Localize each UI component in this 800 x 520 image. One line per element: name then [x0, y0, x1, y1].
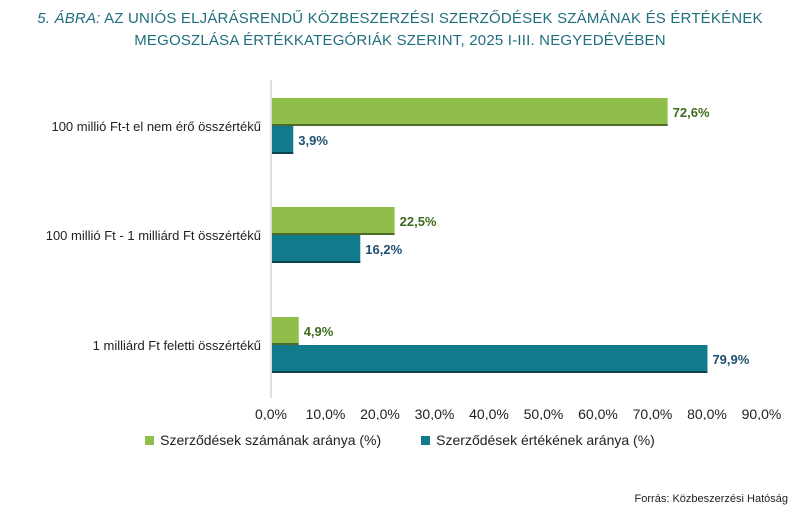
legend-label-count: Szerződések számának aránya (%): [160, 432, 382, 448]
chart-title: 5. ÁBRA: AZ UNIÓS ELJÁRÁSRENDŰ KÖZBESZER…: [0, 8, 800, 52]
legend-swatch-count: [145, 435, 155, 445]
title-line-1: AZ UNIÓS ELJÁRÁSRENDŰ KÖZBESZERZÉSI SZER…: [104, 10, 763, 27]
bar-chart: 0,0% 10,0% 20,0% 30,0% 40,0% 50,0% 60,0% 70,0% 8…: [46, 80, 782, 420]
x-tick-label: 30,0%: [415, 406, 455, 420]
bar-count: [272, 317, 299, 345]
data-label: 22,5%: [400, 214, 437, 229]
x-tick-label: 40,0%: [469, 406, 509, 420]
x-tick-label: 20,0%: [360, 406, 400, 420]
figure-label: 5. ÁBRA:: [37, 10, 101, 27]
legend-swatch-value: [421, 435, 431, 445]
legend-item-count: Szerződések számának aránya (%): [145, 432, 381, 448]
data-label: 16,2%: [365, 242, 402, 257]
x-tick-label: 70,0%: [633, 406, 673, 420]
legend-label-value: Szerződések értékének aránya (%): [436, 432, 655, 448]
data-label: 4,9%: [304, 324, 334, 339]
data-label: 3,9%: [298, 133, 328, 148]
title-line-2: MEGOSZLÁSA ÉRTÉKKATEGÓRIÁK SZERINT, 2025…: [134, 32, 666, 49]
x-tick-label: 90,0%: [742, 406, 782, 420]
source-note: Forrás: Közbeszerzési Hatóság: [634, 493, 788, 505]
x-tick-label: 80,0%: [687, 406, 727, 420]
bar-count: [272, 207, 395, 235]
bar-value: [272, 235, 361, 263]
data-label: 72,6%: [673, 105, 710, 120]
category-label: 100 millió Ft - 1 milliárd Ft összértékű: [46, 228, 261, 243]
legend: Szerződések számának aránya (%) Szerződé…: [0, 432, 800, 448]
legend-item-value: Szerződések értékének aránya (%): [421, 432, 655, 448]
category-label: 100 millió Ft-t el nem érő összértékű: [51, 119, 261, 134]
x-tick-label: 10,0%: [306, 406, 346, 420]
bar-value: [272, 345, 708, 373]
x-tick-label: 0,0%: [255, 406, 287, 420]
x-tick-label: 60,0%: [578, 406, 618, 420]
category-label: 1 milliárd Ft feletti összértékű: [93, 338, 261, 353]
x-tick-label: 50,0%: [524, 406, 564, 420]
bar-count: [272, 98, 668, 126]
bar-value: [272, 126, 294, 154]
data-label: 79,9%: [712, 352, 749, 367]
